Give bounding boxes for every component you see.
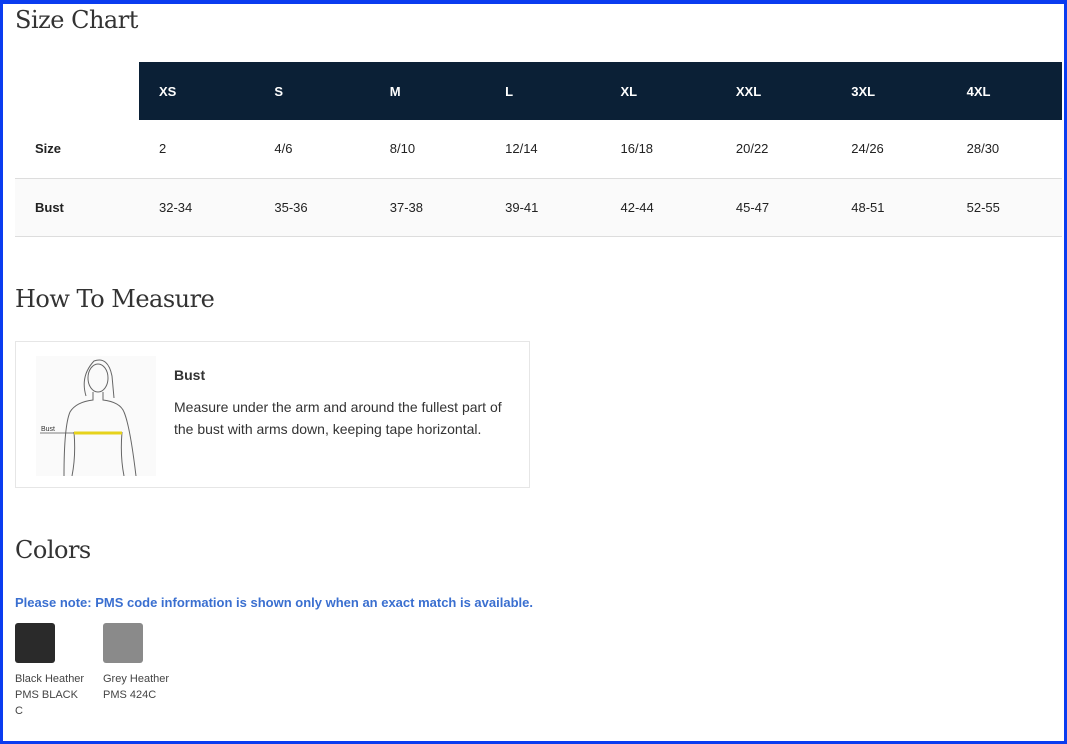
cell: 32-34 bbox=[139, 178, 255, 237]
header-row: XS S M L XL XXL 3XL 4XL bbox=[15, 62, 1062, 120]
cell: 35-36 bbox=[254, 178, 370, 237]
measure-heading: Bust bbox=[174, 367, 206, 383]
cell: 16/18 bbox=[600, 120, 716, 179]
cell: 37-38 bbox=[369, 178, 486, 237]
cell: 39-41 bbox=[485, 178, 601, 237]
cell: 52-55 bbox=[946, 178, 1062, 237]
col-header: L bbox=[485, 62, 601, 120]
size-chart-table: XS S M L XL XXL 3XL 4XL Size 2 4/6 8/10 … bbox=[15, 62, 1062, 237]
cell: 45-47 bbox=[715, 178, 832, 237]
color-name: Black Heather bbox=[15, 673, 85, 685]
swatch-grey-heather[interactable] bbox=[103, 623, 143, 663]
col-header: XS bbox=[139, 62, 255, 120]
pms-code: PMS BLACK C bbox=[15, 689, 78, 717]
table-row: Size 2 4/6 8/10 12/14 16/18 20/22 24/26 … bbox=[15, 120, 1062, 179]
row-label: Bust bbox=[15, 178, 139, 237]
size-chart-title: Size Chart bbox=[15, 6, 138, 34]
color-name: Grey Heather bbox=[103, 673, 170, 685]
cell: 12/14 bbox=[485, 120, 601, 179]
cell: 48-51 bbox=[831, 178, 947, 237]
col-header: 4XL bbox=[946, 62, 1062, 120]
cell: 8/10 bbox=[369, 120, 486, 179]
cell: 24/26 bbox=[831, 120, 947, 179]
colors-title: Colors bbox=[15, 536, 91, 564]
pms-code: PMS 424C bbox=[103, 689, 157, 701]
how-to-measure-title: How To Measure bbox=[15, 285, 215, 313]
cell: 42-44 bbox=[600, 178, 716, 237]
cell: 20/22 bbox=[715, 120, 832, 179]
col-header: M bbox=[369, 62, 486, 120]
col-header: XL bbox=[600, 62, 716, 120]
swatch-label: Grey Heather PMS 424C bbox=[103, 671, 193, 703]
cell: 2 bbox=[139, 120, 255, 179]
table-row: Bust 32-34 35-36 37-38 39-41 42-44 45-47… bbox=[15, 178, 1062, 237]
cell: 28/30 bbox=[946, 120, 1062, 179]
swatch-label: Black Heather PMS BLACK C bbox=[15, 671, 85, 719]
measure-card: Bust Bust Measure under the arm and arou… bbox=[15, 341, 530, 488]
swatch-black-heather[interactable] bbox=[15, 623, 55, 663]
cell: 4/6 bbox=[254, 120, 370, 179]
col-header: 3XL bbox=[831, 62, 947, 120]
bust-measure-figure: Bust bbox=[36, 356, 156, 476]
figure-label: Bust bbox=[41, 426, 55, 433]
pms-note: Please note: PMS code information is sho… bbox=[15, 595, 533, 610]
col-header: S bbox=[254, 62, 370, 120]
measure-text: Measure under the arm and around the ful… bbox=[174, 399, 502, 437]
row-label: Size bbox=[15, 120, 139, 179]
col-header: XXL bbox=[715, 62, 832, 120]
